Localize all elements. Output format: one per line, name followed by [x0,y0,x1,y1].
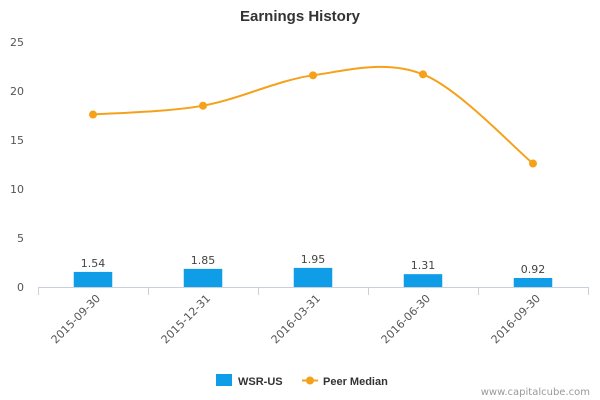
bar-wsr-us [513,277,553,287]
bar-wsr-us [183,268,223,287]
legend-label-wsr-us: WSR-US [238,376,283,388]
bar-value-label: 1.54 [81,257,106,270]
y-tick-label: 15 [10,134,24,147]
bar-series-wsr-us: 1.54 1.85 1.95 1.31 0.92 [73,253,553,287]
y-tick-label: 10 [10,183,24,196]
bar-value-label: 0.92 [521,263,546,276]
y-tick-label: 5 [17,232,24,245]
bar-wsr-us [293,267,333,287]
x-tick-label: 2015-12-31 [159,292,213,346]
bar-value-label: 1.31 [411,259,436,272]
peer-median-point [89,110,97,119]
line-series-peer-median [89,65,537,168]
watermark-credit: www.capitalcube.com [481,387,590,398]
y-axis: 0 5 10 15 20 25 [10,36,24,294]
bar-value-label: 1.95 [301,253,326,266]
legend-swatch-wsr-us [216,374,232,386]
legend: WSR-US Peer Median [216,374,388,388]
legend-label-peer-median: Peer Median [323,376,388,388]
x-tick-label: 2016-03-31 [269,292,323,346]
y-tick-label: 25 [10,36,24,49]
bar-wsr-us [73,271,113,287]
x-tick-label: 2015-09-30 [49,292,103,346]
y-tick-label: 0 [17,281,24,294]
y-tick-label: 20 [10,85,24,98]
peer-median-point [199,101,207,110]
peer-median-point [529,159,537,168]
peer-median-point [419,70,427,79]
x-axis: 2015-09-30 2015-12-31 2016-03-31 2016-06-30… [38,287,589,346]
bar-value-label: 1.85 [191,254,216,267]
x-tick-label: 2016-06-30 [379,292,433,346]
peer-median-point [309,71,317,80]
bar-wsr-us [403,274,443,287]
x-tick-label: 2016-09-30 [489,292,543,346]
chart-title: Earnings History [240,8,361,25]
peer-median-line [92,65,534,165]
legend-marker-peer-median [306,376,314,385]
